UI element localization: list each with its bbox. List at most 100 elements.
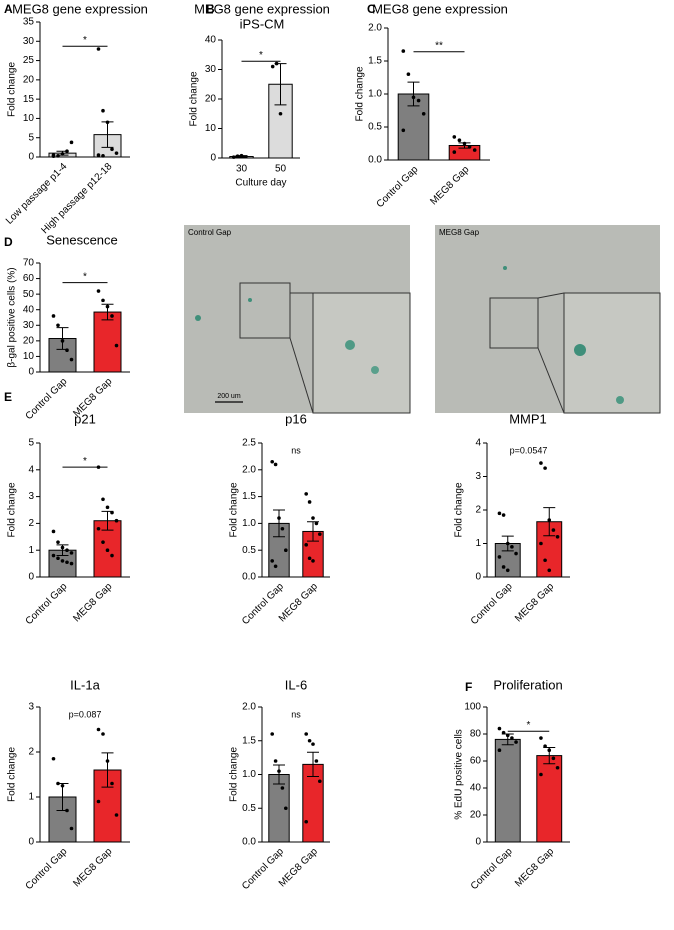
significance-label: p=0.0547 bbox=[510, 445, 548, 455]
data-point bbox=[277, 516, 281, 520]
y-tick-label: 1 bbox=[28, 792, 34, 803]
bar bbox=[93, 769, 122, 843]
y-axis-label: Fold change bbox=[229, 482, 240, 537]
y-tick-label: 40 bbox=[470, 783, 482, 794]
bar bbox=[93, 311, 122, 373]
x-tick-label: Control Gap bbox=[24, 376, 70, 422]
data-point bbox=[65, 149, 69, 154]
data-point bbox=[547, 748, 552, 752]
y-tick-label: 60 bbox=[470, 756, 482, 767]
data-point bbox=[501, 513, 506, 517]
image-label: Control Gap bbox=[188, 228, 232, 237]
data-point bbox=[547, 568, 552, 573]
y-tick-label: 0.5 bbox=[368, 122, 382, 133]
x-tick-label: 30 bbox=[236, 164, 248, 175]
data-point bbox=[105, 548, 110, 552]
y-tick-label: 10 bbox=[23, 113, 35, 124]
data-point bbox=[401, 128, 406, 133]
data-point bbox=[497, 511, 502, 516]
chart-title: p16 bbox=[285, 411, 307, 426]
bar bbox=[494, 738, 521, 843]
data-point bbox=[505, 568, 510, 573]
y-tick-label: 5 bbox=[28, 438, 34, 449]
y-tick-label: 10 bbox=[205, 123, 217, 134]
micrograph-control: Control Gap 200 um bbox=[184, 225, 411, 414]
data-point bbox=[314, 759, 319, 763]
data-point bbox=[311, 742, 315, 746]
y-axis-label: β-gal positive cells (%) bbox=[7, 267, 18, 367]
data-point bbox=[270, 64, 275, 69]
data-point bbox=[501, 730, 506, 735]
data-point bbox=[539, 772, 543, 777]
y-tick-label: 0.0 bbox=[368, 155, 382, 166]
data-point bbox=[56, 540, 60, 544]
y-tick-label: 0 bbox=[210, 153, 216, 164]
data-point bbox=[69, 826, 74, 831]
data-point bbox=[65, 548, 69, 552]
stain bbox=[503, 266, 507, 270]
inset bbox=[312, 292, 411, 414]
bar bbox=[536, 755, 563, 843]
stain bbox=[345, 340, 355, 350]
image-label: MEG8 Gap bbox=[439, 228, 480, 237]
stain bbox=[248, 298, 252, 302]
data-point bbox=[311, 516, 315, 520]
data-point bbox=[270, 559, 275, 563]
x-tick-label: Control Gap bbox=[375, 164, 421, 210]
data-point bbox=[551, 756, 556, 761]
data-point bbox=[543, 466, 547, 470]
data-point bbox=[318, 779, 322, 784]
data-point bbox=[539, 736, 543, 740]
data-point bbox=[510, 736, 514, 740]
y-tick-label: 2.0 bbox=[242, 464, 256, 475]
data-point bbox=[105, 759, 110, 763]
y-tick-label: 0 bbox=[28, 367, 34, 378]
y-tick-label: 2 bbox=[28, 747, 34, 758]
y-tick-label: 5 bbox=[28, 132, 34, 143]
data-point bbox=[60, 152, 65, 156]
y-tick-label: 0 bbox=[475, 572, 481, 583]
zoom-box bbox=[239, 282, 291, 339]
data-point bbox=[497, 726, 502, 731]
data-point bbox=[51, 154, 56, 159]
data-point bbox=[497, 555, 502, 559]
significance-label: ns bbox=[291, 445, 301, 455]
y-tick-label: 30 bbox=[205, 64, 217, 75]
y-tick-label: 1 bbox=[475, 538, 481, 549]
data-point bbox=[273, 462, 278, 467]
data-point bbox=[278, 111, 283, 116]
data-point bbox=[101, 154, 105, 158]
data-point bbox=[514, 551, 518, 556]
data-point bbox=[284, 806, 288, 811]
data-point bbox=[110, 510, 114, 515]
data-point bbox=[510, 545, 514, 549]
data-point bbox=[101, 540, 105, 544]
data-point bbox=[314, 521, 319, 526]
data-point bbox=[114, 518, 119, 523]
data-point bbox=[110, 147, 114, 152]
data-point bbox=[280, 786, 285, 790]
data-point bbox=[311, 559, 315, 563]
data-point bbox=[105, 304, 110, 309]
scale-label: 200 um bbox=[217, 393, 241, 400]
significance-label: * bbox=[83, 271, 87, 282]
y-tick-label: 3 bbox=[28, 491, 34, 502]
y-tick-label: 40 bbox=[23, 304, 35, 315]
zoom-line bbox=[537, 347, 565, 414]
chart-title: Senescence bbox=[46, 232, 118, 247]
significance-label: ns bbox=[291, 709, 301, 719]
data-point bbox=[60, 559, 65, 563]
y-tick-label: 1.5 bbox=[368, 56, 382, 67]
error-bar bbox=[273, 764, 285, 785]
data-point bbox=[110, 781, 114, 786]
data-point bbox=[51, 314, 56, 318]
y-tick-label: 0.5 bbox=[242, 545, 256, 556]
data-point bbox=[110, 553, 114, 558]
data-point bbox=[421, 112, 426, 116]
data-point bbox=[114, 813, 119, 817]
data-point bbox=[239, 153, 244, 158]
y-axis-label: Fold change bbox=[7, 482, 18, 537]
data-point bbox=[416, 98, 421, 103]
data-point bbox=[462, 141, 467, 146]
data-point bbox=[65, 348, 69, 353]
